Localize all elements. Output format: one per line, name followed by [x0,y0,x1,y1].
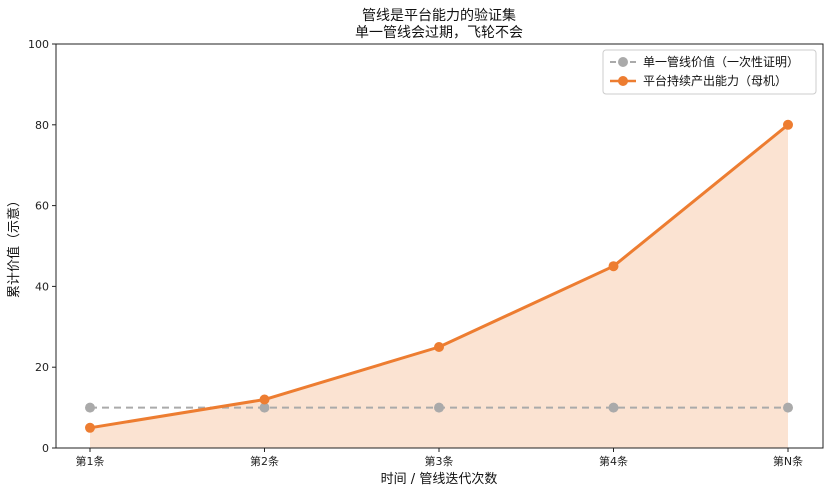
area-fill-layer [90,124,788,449]
data-point-single [434,402,444,413]
y-tick-label: 100 [28,38,49,51]
legend-marker-single [618,57,628,67]
x-tick-label: 第2条 [250,454,279,468]
x-tick-label: 第3条 [425,454,454,468]
legend-label-single: 单一管线价值（一次性证明） [643,54,799,69]
x-tick-label: 第1条 [76,454,105,468]
x-tick-label: 第N条 [773,454,803,468]
legend-label-platform: 平台持续产出能力（母机） [643,73,787,88]
data-point-platform [85,422,95,433]
x-axis-ticks: 第1条 第2条 第3条 第4条 第N条 [76,448,803,468]
y-axis-ticks: 0 20 40 60 80 100 [28,38,56,455]
x-axis-label: 时间 / 管线迭代次数 [381,471,498,487]
data-point-single [608,402,619,413]
y-axis-label: 累计价值（示意） [6,194,22,298]
chart-title-line1: 管线是平台能力的验证集 [362,7,516,24]
y-tick-label: 60 [35,200,49,213]
data-point-platform [434,342,444,352]
data-point-single [85,402,95,413]
data-point-single [783,402,793,413]
x-tick-label: 第4条 [599,454,628,468]
y-tick-label: 20 [35,361,49,374]
legend: 单一管线价值（一次性证明） 平台持续产出能力（母机） [602,49,817,95]
data-point-platform [259,394,270,405]
legend-marker-platform [618,76,628,86]
data-point-platform [783,119,793,130]
legend-box [602,49,817,95]
data-point-platform [608,261,619,272]
series-point-layer [85,119,793,433]
y-tick-label: 80 [35,119,49,132]
series-area-fill [90,124,788,449]
y-tick-label: 40 [35,280,49,293]
y-tick-label: 0 [42,442,49,455]
chart-title-line2: 单一管线会过期，飞轮不会 [355,25,523,41]
data-point-single [259,402,270,413]
